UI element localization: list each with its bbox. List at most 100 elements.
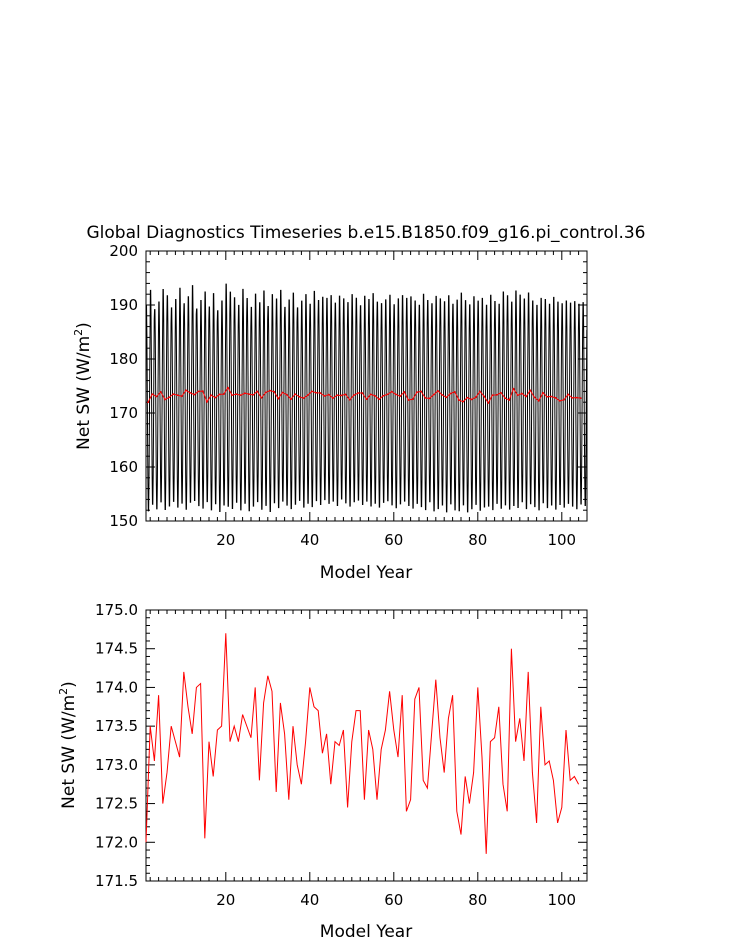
annual-point xyxy=(474,396,477,399)
x-tick-label: 80 xyxy=(468,891,487,909)
annual-point xyxy=(575,396,578,399)
annual-point xyxy=(327,393,330,396)
annual-point xyxy=(558,399,561,402)
annual-point xyxy=(210,394,213,397)
bottom-ylabel-main: Net SW (W/m xyxy=(59,695,79,809)
annual-point xyxy=(546,395,548,398)
annual-point xyxy=(294,393,296,395)
annual-point xyxy=(189,391,192,394)
annual-point xyxy=(206,401,208,403)
annual-point xyxy=(390,390,393,393)
annual-point xyxy=(470,398,473,401)
annual-point xyxy=(256,390,259,393)
annual-point xyxy=(399,395,401,398)
annual-point xyxy=(218,393,221,396)
annual-point xyxy=(201,390,204,393)
y-tick-label: 180 xyxy=(109,350,138,368)
annual-point xyxy=(151,393,154,395)
top-ylabel: Net SW (W/m2) xyxy=(72,322,94,450)
annual-point xyxy=(264,391,267,394)
annual-point xyxy=(281,391,284,394)
annual-point xyxy=(449,392,452,395)
x-tick-label: 40 xyxy=(300,891,319,909)
x-tick-label: 100 xyxy=(547,531,576,549)
annual-mean-points-top xyxy=(147,386,582,404)
annual-point xyxy=(542,391,544,394)
x-tick-label: 60 xyxy=(384,531,403,549)
annual-point xyxy=(445,396,448,399)
annual-point xyxy=(521,392,523,395)
annual-point xyxy=(357,392,359,394)
annual-point xyxy=(311,390,313,393)
annual-point xyxy=(365,398,368,401)
top-ylabel-main: Net SW (W/m xyxy=(74,336,94,450)
annual-point xyxy=(550,395,553,398)
annual-point xyxy=(260,396,263,399)
annual-point xyxy=(269,389,271,392)
annual-point xyxy=(411,398,414,401)
annual-point xyxy=(508,399,511,401)
top-plot-frame xyxy=(145,250,588,522)
annual-point xyxy=(537,399,540,402)
annual-point xyxy=(407,399,410,401)
y-tick-label: 171.5 xyxy=(95,872,138,890)
annual-point xyxy=(563,398,565,401)
annual-point xyxy=(336,394,338,397)
y-tick-label: 200 xyxy=(109,242,138,260)
annual-point xyxy=(483,395,485,398)
annual-point xyxy=(441,394,443,396)
top-ylabel-sup: 2 xyxy=(72,329,85,336)
annual-point xyxy=(180,395,183,398)
bottom-plot-frame xyxy=(145,609,588,882)
annual-point xyxy=(382,394,385,397)
annual-point xyxy=(235,393,238,395)
y-tick-label: 170 xyxy=(109,404,138,422)
annual-point xyxy=(302,397,305,400)
annual-point xyxy=(273,390,275,393)
annual-point xyxy=(197,390,200,393)
annual-point xyxy=(437,389,439,392)
annual-point xyxy=(159,391,162,393)
annual-point xyxy=(462,400,464,403)
annual-point xyxy=(420,390,422,393)
annual-point xyxy=(512,387,515,390)
annual-point xyxy=(353,394,355,397)
annual-point xyxy=(248,393,250,395)
annual-point xyxy=(155,395,158,398)
bottom-ylabel: Net SW (W/m2) xyxy=(57,681,79,809)
bottom-ylabel-sup: 2 xyxy=(57,688,70,695)
annual-point xyxy=(374,394,376,397)
y-tick-label: 173.0 xyxy=(95,756,138,774)
annual-point xyxy=(487,402,490,404)
x-tick-label: 20 xyxy=(216,531,235,549)
annual-point xyxy=(227,386,229,389)
annual-point xyxy=(554,396,557,399)
x-tick-label: 80 xyxy=(468,531,487,549)
annual-point xyxy=(168,396,171,399)
annual-point xyxy=(458,399,460,401)
x-tick-label: 100 xyxy=(547,891,576,909)
bottom-panel: 20 40 60 80 100 171.5 172.0 172.5 173.0 173.5 174.… xyxy=(57,601,588,942)
annual-point xyxy=(432,393,435,396)
y-tick-label: 190 xyxy=(109,296,138,314)
annual-point xyxy=(386,393,389,396)
y-tick-label: 174.0 xyxy=(95,678,138,696)
annual-point xyxy=(332,397,334,400)
annual-point xyxy=(172,393,175,395)
annual-point xyxy=(277,397,280,400)
annual-point xyxy=(567,393,569,396)
annual-point xyxy=(193,393,196,396)
bottom-ylabel-close: ) xyxy=(59,681,79,688)
y-tick-label: 174.5 xyxy=(95,640,138,658)
top-ticks: 20 40 60 80 100 150 160 170 180 190 200 xyxy=(109,242,588,549)
bottom-xlabel: Model Year xyxy=(320,922,412,942)
annual-point xyxy=(491,394,494,397)
annual-point xyxy=(416,391,418,394)
annual-point xyxy=(529,389,532,392)
annual-point xyxy=(348,398,351,401)
annual-point xyxy=(222,393,225,395)
annual-point xyxy=(306,394,309,397)
annual-point xyxy=(214,396,217,399)
annual-point xyxy=(369,393,372,396)
